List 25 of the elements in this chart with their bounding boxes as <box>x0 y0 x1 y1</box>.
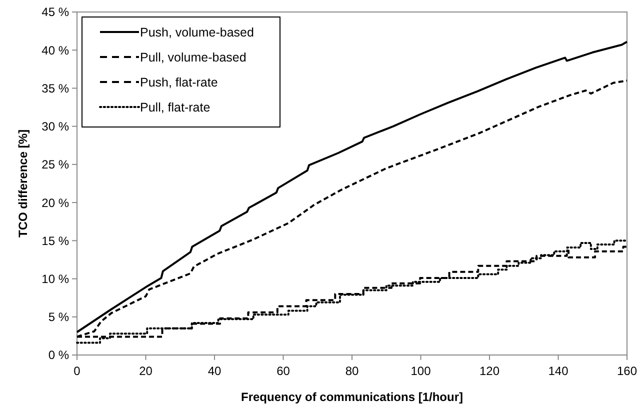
x-tick-label: 80 <box>345 364 359 378</box>
y-tick-label: 20 % <box>42 196 70 210</box>
x-tick-label: 100 <box>410 364 432 378</box>
y-tick-label: 35 % <box>42 81 70 96</box>
y-tick-label: 0 % <box>48 348 70 362</box>
y-tick-label: 10 % <box>42 272 70 286</box>
x-tick-label: 160 <box>616 364 638 378</box>
x-tick-label: 0 <box>74 364 81 378</box>
legend-label: Push, volume-based <box>140 26 254 40</box>
x-axis-title: Frequency of communications [1/hour] <box>240 390 464 404</box>
y-tick-label: 25 % <box>42 158 70 172</box>
y-tick-label: 30 % <box>42 120 70 134</box>
legend-label: Push, flat-rate <box>140 76 218 90</box>
y-tick-label: 15 % <box>42 234 70 248</box>
y-axis-title: TCO difference [%] <box>16 129 30 238</box>
legend-label: Pull, volume-based <box>140 50 246 64</box>
x-tick-label: 20 <box>139 364 153 378</box>
x-tick-label: 140 <box>548 364 569 378</box>
y-tick-label: 45 % <box>42 5 70 20</box>
legend-label: Pull, flat-rate <box>140 100 210 114</box>
y-tick-label: 40 % <box>42 43 70 58</box>
x-tick-label: 120 <box>479 364 500 378</box>
y-tick-label: 5 % <box>48 310 70 324</box>
x-tick-label: 60 <box>276 364 290 378</box>
x-tick-label: 40 <box>208 364 222 378</box>
